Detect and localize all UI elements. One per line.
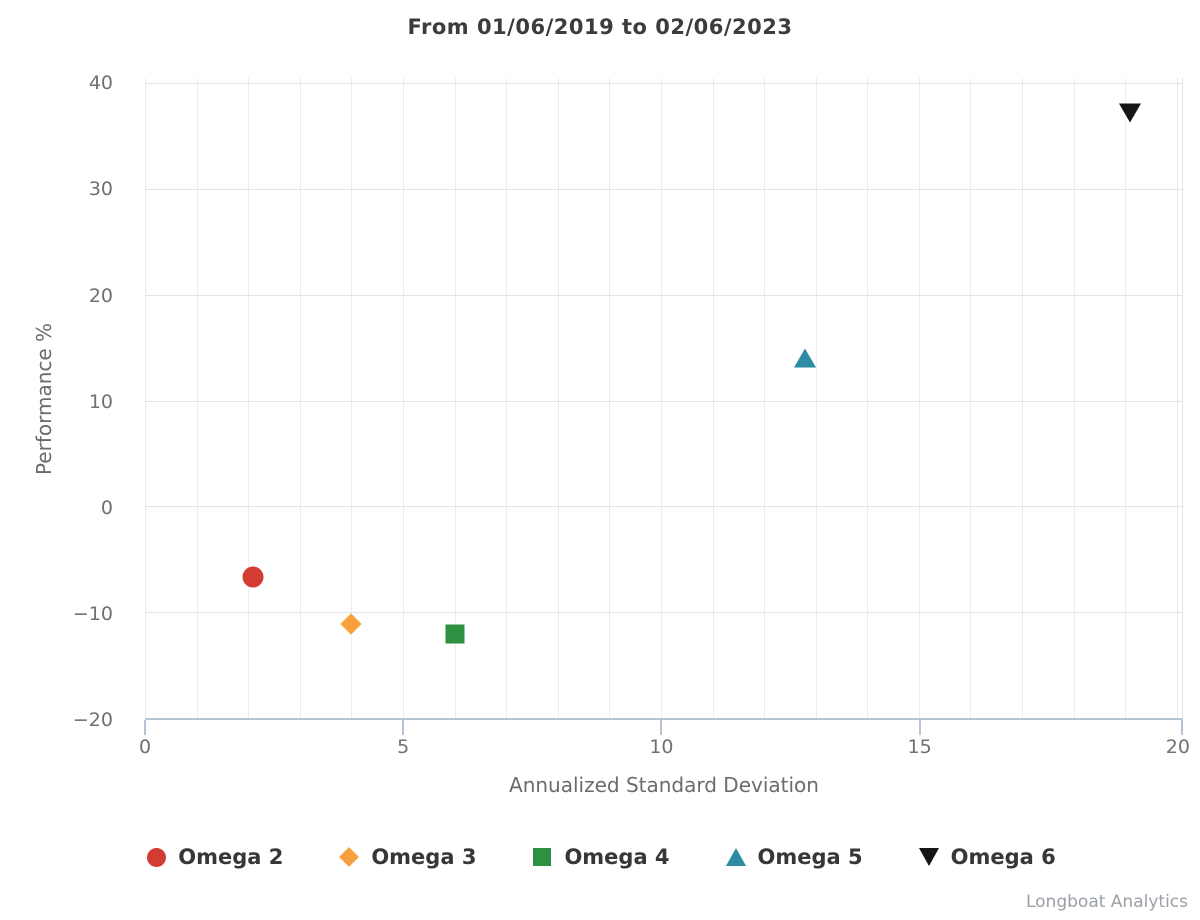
gridline-x-16 (970, 78, 972, 718)
x-tick-label-15: 15 (907, 736, 932, 758)
legend: Omega 2 Omega 3 Omega 4 Omega 5 Omega 6 (0, 845, 1200, 869)
legend-item-omega-5[interactable]: Omega 5 (724, 845, 863, 869)
gridline-x-12 (764, 78, 766, 718)
gridline-x-11 (712, 78, 714, 718)
footer-credit: Longboat Analytics (1025, 892, 1188, 912)
triangle-down-icon (917, 846, 941, 868)
gridline-x-3 (299, 78, 301, 718)
triangle-up-shape (725, 848, 746, 866)
gridline-x-10 (660, 78, 662, 718)
gridline-x-0 (145, 78, 146, 718)
legend-item-omega-2[interactable]: Omega 2 (144, 845, 283, 869)
square-icon (530, 846, 554, 868)
gridline-x-18 (1073, 78, 1075, 718)
y-tick-label-40: 40 (88, 72, 113, 95)
circle-icon (144, 846, 168, 868)
data-point-omega-3[interactable] (340, 613, 362, 635)
gridline-x-19 (1125, 78, 1127, 718)
y-tick-label-0: 0 (100, 496, 113, 519)
gridline-x-9 (609, 78, 611, 718)
chart-title: From 01/06/2019 to 02/06/2023 (407, 15, 793, 39)
gridline-x-8 (557, 78, 559, 718)
data-point-omega-5[interactable] (794, 348, 817, 368)
gridline-x-5 (402, 78, 404, 718)
y-tick-label-20: 20 (88, 284, 113, 307)
legend-label: Omega 5 (757, 845, 863, 869)
circle-shape (146, 847, 166, 867)
gridline-y-40 (145, 83, 1182, 85)
legend-label: Omega 4 (564, 845, 670, 869)
y-tick-label-30: 30 (88, 178, 113, 201)
legend-label: Omega 2 (178, 845, 284, 869)
data-point-omega-4[interactable] (445, 624, 465, 644)
legend-item-omega-4[interactable]: Omega 4 (530, 845, 670, 869)
gridline-y-10 (145, 400, 1182, 402)
data-point-omega-2[interactable] (242, 566, 264, 588)
triangle-down-shape (918, 848, 939, 866)
plot-area (145, 78, 1183, 720)
square-shape (533, 848, 552, 866)
data-point-omega-6[interactable] (1119, 103, 1142, 123)
gridline-x-1 (196, 78, 198, 718)
gridline-y--10 (145, 612, 1182, 614)
gridline-y-30 (145, 189, 1182, 191)
x-axis-tick-4 (1181, 720, 1183, 735)
gridline-x-6 (454, 78, 456, 718)
gridline-x-2 (248, 78, 250, 718)
legend-label: Omega 6 (950, 845, 1056, 869)
y-tick-label--10: −10 (72, 602, 113, 625)
gridline-x-4 (351, 78, 353, 718)
y-tick-label--20: −20 (72, 709, 113, 731)
x-axis-title: Annualized Standard Deviation (509, 773, 819, 797)
legend-item-omega-6[interactable]: Omega 6 (917, 845, 1056, 869)
legend-item-omega-3[interactable]: Omega 3 (337, 845, 476, 869)
x-tick-label-0: 0 (138, 736, 152, 758)
diamond-shape (339, 847, 360, 867)
gridline-x-7 (506, 78, 508, 718)
gridline-y-0 (145, 506, 1182, 508)
gridline-y-20 (145, 294, 1182, 296)
x-axis-tick-0 (144, 720, 146, 735)
gridline-x-14 (867, 78, 869, 718)
gridline-x-20 (1176, 78, 1178, 718)
gridline-x-15 (918, 78, 920, 718)
triangle-up-icon (724, 846, 748, 868)
legend-label: Omega 3 (371, 845, 477, 869)
diamond-icon (337, 846, 361, 868)
y-tick-label-10: 10 (88, 390, 113, 413)
x-axis-tick-1 (402, 720, 405, 735)
gridline-x-13 (815, 78, 817, 718)
x-tick-label-10: 10 (649, 736, 674, 758)
gridline-x-17 (1022, 78, 1024, 718)
x-tick-label-20: 20 (1165, 736, 1190, 758)
x-axis-tick-3 (918, 720, 921, 735)
x-tick-label-5: 5 (397, 736, 410, 758)
x-axis-tick-2 (660, 720, 663, 735)
